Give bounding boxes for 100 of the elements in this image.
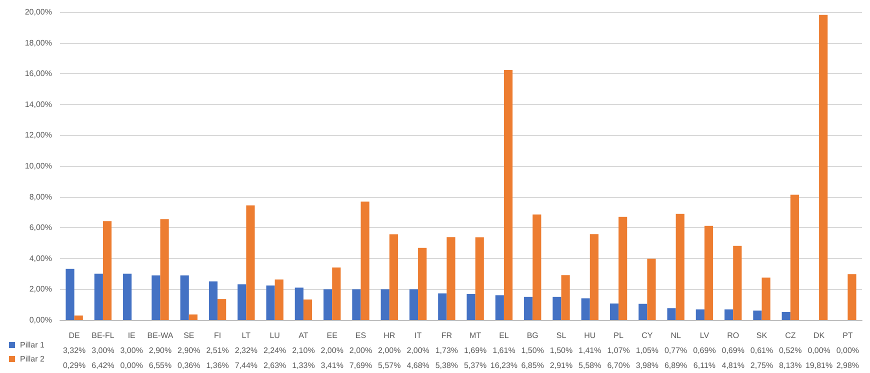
bar [246,205,255,320]
data-label: 7,44% [234,361,258,370]
x-tick-label: SK [756,331,768,340]
data-label: 5,37% [464,361,487,370]
bar [475,237,484,320]
bar [504,70,513,320]
data-label: 7,69% [349,361,372,370]
y-tick-label: 18,00% [24,38,52,48]
data-label: 5,58% [578,361,602,370]
data-label: 3,41% [320,361,344,370]
data-label: 2,90% [178,346,200,355]
data-label: 3,98% [636,361,659,370]
bar [647,258,656,320]
data-label: 1,07% [607,346,630,355]
y-tick-label: 4,00% [29,254,52,263]
bar [188,314,198,320]
bar [294,288,304,320]
bar [561,275,570,320]
data-label: 6,42% [92,361,114,370]
data-label: 0,29% [62,361,86,370]
bar [152,275,160,320]
data-label: 6,11% [693,361,716,370]
x-tick-label: CY [642,331,654,340]
bar [676,214,684,320]
bar [753,310,762,320]
bar [762,278,770,320]
data-label: 16,23% [490,361,518,370]
data-label: 1,05% [636,346,659,355]
bar [360,202,370,320]
data-label: 2,75% [750,361,774,370]
bar [532,214,542,320]
bar [552,296,562,320]
x-tick-label: SE [184,331,194,340]
bar [590,234,598,320]
x-tick-label: FR [441,331,452,340]
bar [848,274,856,320]
bar [74,316,83,320]
data-label: 1,69% [464,346,487,355]
data-label: 1,50% [550,346,573,355]
data-label: 2,24% [263,346,286,355]
x-tick-label: EL [499,331,510,340]
data-label: 3,00% [92,346,114,355]
data-label: 1,33% [292,361,315,370]
x-tick-label: IE [128,331,136,340]
data-label: 0,61% [750,346,774,355]
bar [782,312,790,320]
data-label: 2,90% [148,346,172,355]
x-tick-label: LV [700,331,710,340]
bar [180,275,189,320]
bar [790,194,799,320]
data-label: 6,70% [607,361,630,370]
bar [218,299,226,320]
data-label: 2,91% [550,361,573,370]
x-tick-label: ES [355,331,366,340]
x-tick-label: RO [727,331,740,340]
y-tick-label: 8,00% [29,192,52,202]
legend-label: Pillar 2 [20,354,46,364]
bar [618,216,628,320]
x-tick-label: FI [214,331,222,340]
data-label: 2,51% [206,346,229,355]
data-label: 1,50% [521,346,544,355]
data-label: 0,69% [722,346,744,355]
bar [696,309,704,320]
bar [94,274,103,320]
bar [324,289,332,320]
bar [610,304,619,320]
data-label: 0,77% [664,346,688,355]
data-label: 3,00% [120,346,143,355]
bar [266,286,275,320]
x-tick-label: AT [298,331,308,340]
data-label: 0,52% [779,346,802,355]
data-label: 3,32% [62,346,86,355]
x-tick-label: EE [326,331,338,340]
bar [123,274,132,320]
x-tick-label: MT [470,331,482,340]
data-label: 0,69% [693,346,716,355]
bar [389,234,398,320]
data-label: 2,00% [320,346,344,355]
data-label: 4,68% [406,361,430,370]
bar [524,296,533,320]
data-label: 19,81% [805,361,833,370]
bar [208,281,218,320]
x-tick-label: CZ [785,331,796,340]
bar [733,246,742,320]
bar [332,267,341,320]
y-tick-label: 10,00% [24,162,52,170]
x-tick-label: IT [414,331,422,340]
data-label: 2,00% [406,346,430,355]
bar [446,237,456,320]
x-tick-label: DE [68,331,80,340]
data-label: 1,36% [206,361,229,370]
data-label: 0,00% [120,361,143,370]
data-label: 1,41% [578,346,602,355]
x-tick-label: PT [842,331,853,340]
data-label: 0,00% [808,346,830,355]
data-label: 2,10% [292,346,315,355]
data-label: 2,63% [263,361,286,370]
bar [466,294,476,320]
bar [819,14,828,320]
data-label: 5,38% [435,361,458,370]
